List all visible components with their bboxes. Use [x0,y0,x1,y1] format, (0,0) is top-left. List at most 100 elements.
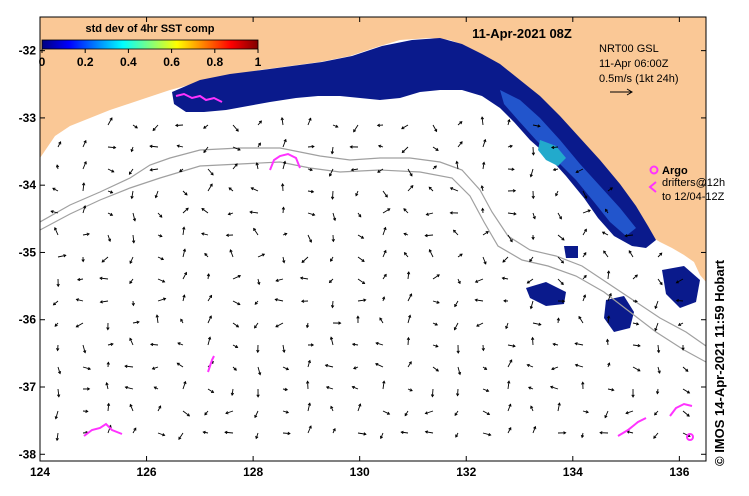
current-arrow [356,315,360,324]
circle-marker-icon [649,165,659,175]
current-arrow [530,405,534,412]
current-arrow [157,278,166,283]
current-arrow [432,274,440,280]
current-arrow [324,364,334,368]
current-arrow [232,124,239,132]
current-arrow [307,117,312,126]
current-arrow [401,124,409,130]
colorbar-ticks: 0 0.2 0.4 0.6 0.8 1 [39,49,262,69]
current-arrow [474,298,484,302]
current-arrow [432,124,438,133]
colorbar-tick-label: 0.4 [120,55,137,69]
current-arrow [449,211,459,215]
current-arrow [529,300,534,310]
current-arrow [282,366,290,371]
current-arrow [481,207,485,214]
current-arrow [455,432,459,438]
current-arrow [157,405,162,412]
current-arrow [232,366,237,371]
current-arrow [457,121,463,126]
current-arrow [179,168,184,173]
current-arrow [331,234,335,243]
drifters-line1: drifters@12h [662,177,725,189]
current-arrow [182,248,187,258]
current-arrow [531,190,535,200]
current-arrow [176,362,184,368]
current-arrow [82,161,87,170]
current-arrow [282,160,287,170]
current-arrow [632,343,641,348]
current-arrow [107,145,117,150]
current-arrow [557,431,567,435]
current-arrows [50,116,691,442]
current-arrow [482,366,488,370]
current-arrow [351,385,359,390]
current-arrow [182,271,188,280]
current-arrow [282,431,291,436]
current-arrow [207,294,213,302]
current-arrow [204,252,209,258]
current-arrow [101,256,109,263]
current-arrow [632,299,638,303]
current-arrow [406,336,411,346]
current-arrow [330,190,335,200]
current-arrow [55,164,60,170]
current-arrow [407,168,413,177]
current-arrow [607,187,613,192]
current-arrow [550,145,559,150]
current-arrow [82,139,87,148]
current-arrow [607,388,615,392]
current-arrow [425,212,434,216]
current-arrow [604,410,609,419]
current-arrow [107,342,114,347]
current-arrow [375,362,384,368]
current-arrow [507,344,516,348]
current-arrow [330,300,335,309]
current-arrow [182,207,189,214]
current-arrow [654,300,659,310]
current-arrow [182,226,186,236]
current-arrow [599,431,609,435]
current-arrow [280,116,284,126]
y-tick-label: -34 [19,178,37,192]
current-arrow [227,212,234,216]
current-arrow [307,234,313,243]
current-arrow [382,380,386,390]
current-arrow [131,300,135,307]
current-arrow [182,190,188,196]
current-arrow [552,167,559,172]
current-arrow [82,205,87,214]
colorbar: std dev of 4hr SST comp 0 0.2 0.4 0.6 0.8 1 [39,23,262,69]
current-arrow [407,293,413,302]
current-arrow [232,300,241,306]
current-arrow [132,427,137,434]
y-tick-label: -37 [19,380,37,394]
current-arrow [528,386,534,390]
current-arrow [54,410,59,420]
current-arrow [430,388,435,398]
current-arrow [682,410,690,417]
current-arrow [657,366,661,374]
current-arrow [507,403,512,412]
current-arrow [56,344,60,352]
current-arrow [482,161,486,170]
current-arrow [149,144,159,148]
current-arrow [556,317,561,324]
current-arrow [424,410,434,415]
current-legend-model: NRT00 GSL [599,43,659,55]
current-arrow [157,432,166,437]
current-arrow [357,256,365,262]
current-arrow [224,430,234,435]
current-arrow [332,427,336,434]
current-arrow [507,167,515,171]
credit-text: © IMOS 14-Apr-2021 11:59 Hobart [712,259,727,466]
current-arrow [300,299,309,303]
current-arrow [182,410,191,417]
current-arrow [557,299,566,303]
current-arrow [128,168,134,175]
current-arrow [531,234,535,241]
current-arrow [82,366,92,371]
current-arrow [452,229,459,236]
current-arrow [329,336,334,346]
